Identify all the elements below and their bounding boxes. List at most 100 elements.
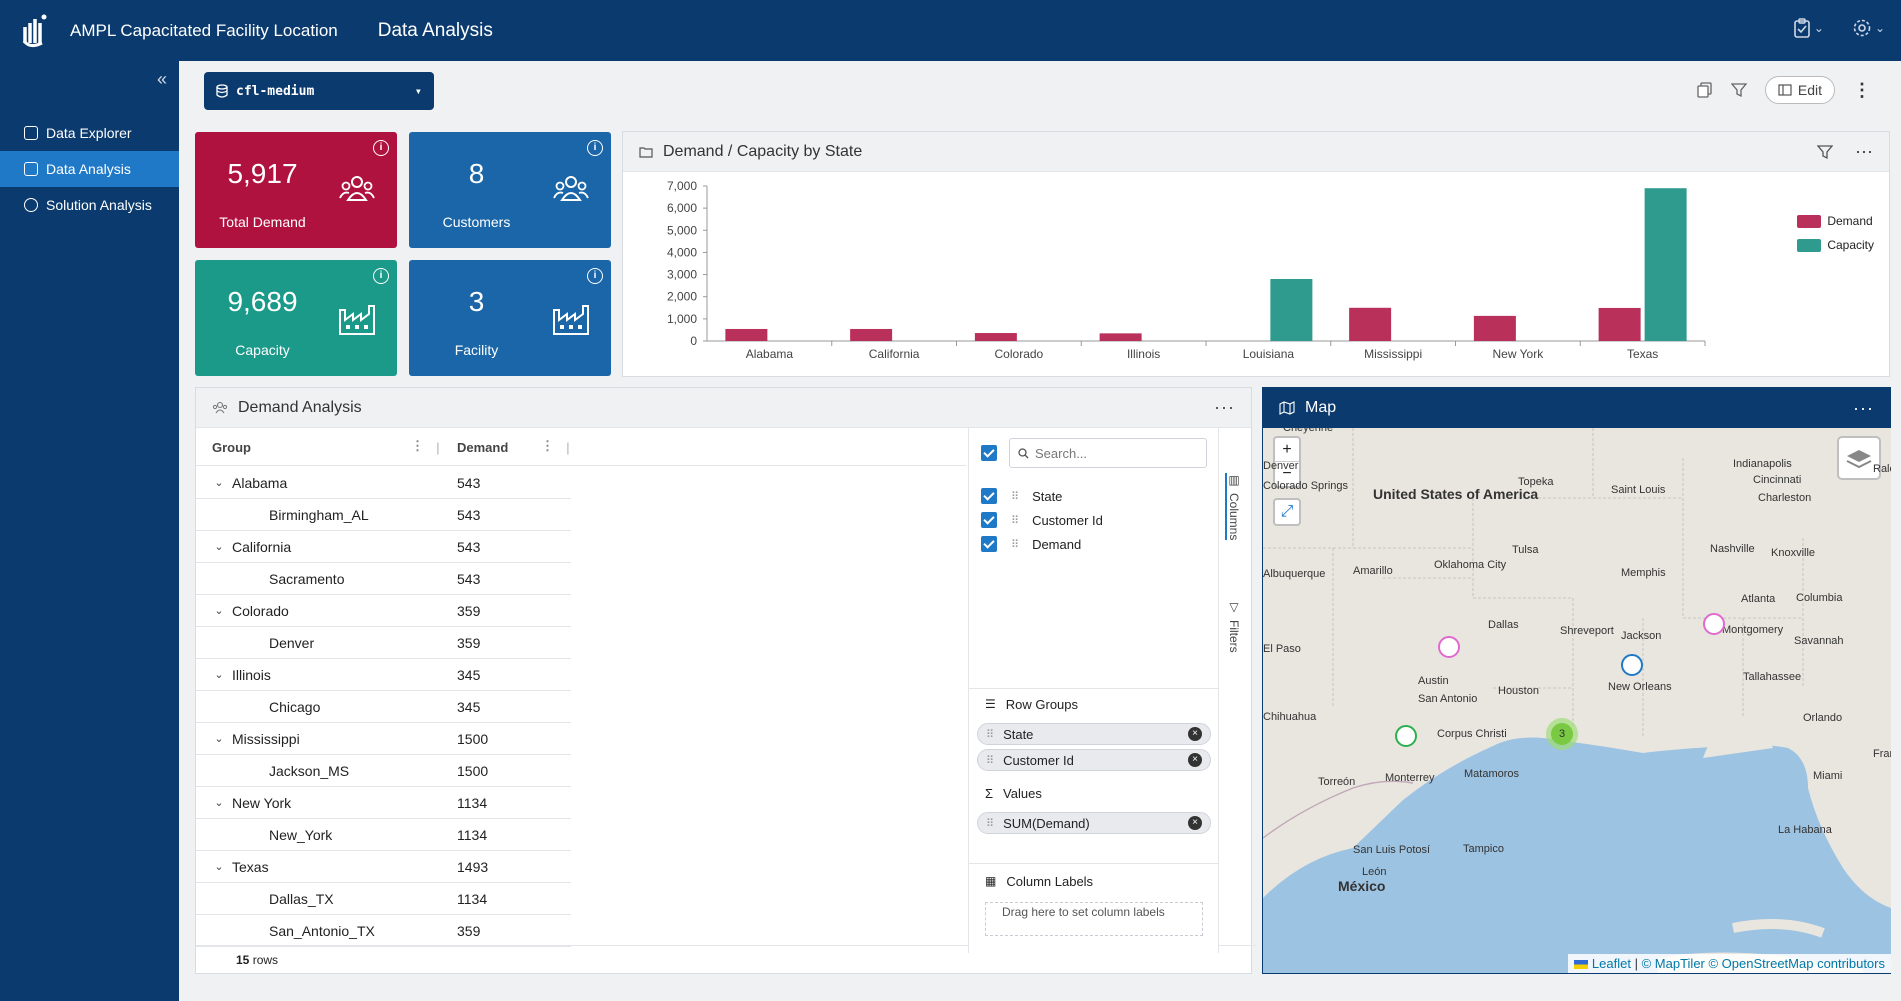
map-canvas[interactable]: + − ⤢ United States of America México Ch… xyxy=(1263,428,1891,973)
sidebar-item-solution-analysis[interactable]: Solution Analysis xyxy=(0,187,179,223)
group-row[interactable]: ⌄ Mississippi 1500 xyxy=(196,723,571,755)
info-icon[interactable]: i xyxy=(587,268,603,284)
table-row[interactable]: New_York 1134 xyxy=(196,819,571,851)
column-item-label: Demand xyxy=(1032,536,1082,552)
tab-columns[interactable]: ▥ Columns xyxy=(1225,473,1241,541)
more-options-icon[interactable]: ··· xyxy=(1855,141,1873,161)
collapse-sidebar-icon[interactable]: « xyxy=(156,69,167,89)
group-row[interactable]: ⌄ Illinois 345 xyxy=(196,659,571,691)
expand-chevron-icon[interactable]: ⌄ xyxy=(214,733,224,745)
edit-button[interactable]: Edit xyxy=(1764,76,1835,104)
factory-icon xyxy=(553,305,589,335)
row-label: New York xyxy=(232,794,292,811)
checkbox-customer-id[interactable] xyxy=(981,512,997,528)
table-row[interactable]: Denver 359 xyxy=(196,627,571,659)
group-row[interactable]: ⌄ California 543 xyxy=(196,531,571,563)
app-title: AMPL Capacitated Facility Location xyxy=(70,20,338,40)
column-menu-icon[interactable]: ⋮ xyxy=(411,438,424,453)
value-pill-sum-demand[interactable]: ⠿ SUM(Demand) × xyxy=(977,812,1211,834)
sigma-icon: Σ xyxy=(985,785,994,801)
bar-capacity-texas xyxy=(1644,188,1687,341)
group-row[interactable]: ⌄ Texas 1493 xyxy=(196,851,571,883)
info-icon[interactable]: i xyxy=(587,140,603,156)
column-item-customer-id[interactable]: ⠿ Customer Id xyxy=(981,512,1103,528)
column-item-state[interactable]: ⠿ State xyxy=(981,488,1062,504)
column-divider[interactable]: | xyxy=(566,440,570,455)
layers-button[interactable] xyxy=(1837,436,1881,480)
info-icon[interactable]: i xyxy=(373,140,389,156)
filter-icon[interactable] xyxy=(1730,82,1747,98)
info-icon[interactable]: i xyxy=(373,268,389,284)
tasks-menu-button[interactable]: ⌄ xyxy=(1793,18,1824,38)
map-city-label: Jackson xyxy=(1621,630,1662,642)
select-all-checkbox[interactable] xyxy=(981,445,997,461)
scenario-select[interactable]: cfl-medium ▾ xyxy=(204,72,434,110)
table-row[interactable]: San_Antonio_TX 359 xyxy=(196,915,571,947)
filter-icon[interactable] xyxy=(1817,144,1834,160)
drag-handle-icon[interactable]: ⠿ xyxy=(986,817,994,830)
group-row[interactable]: ⌄ Colorado 359 xyxy=(196,595,571,627)
facility-marker-san-antonio[interactable] xyxy=(1395,725,1417,747)
checkbox-state[interactable] xyxy=(981,488,997,504)
more-options-icon[interactable]: ··· xyxy=(1214,397,1235,417)
drag-handle-icon[interactable]: ⠿ xyxy=(1011,538,1019,551)
table-row[interactable]: Sacramento 543 xyxy=(196,563,571,595)
row-group-pill-state[interactable]: ⠿ State × xyxy=(977,723,1211,745)
x-tick-label: Mississippi xyxy=(1364,347,1422,361)
fullscreen-button[interactable]: ⤢ xyxy=(1273,498,1301,526)
column-menu-icon[interactable]: ⋮ xyxy=(541,438,554,453)
column-header-demand[interactable]: Demand xyxy=(457,440,509,455)
expand-chevron-icon[interactable]: ⌄ xyxy=(214,605,224,617)
table-row[interactable]: Dallas_TX 1134 xyxy=(196,883,571,915)
settings-menu-button[interactable]: ⌄ xyxy=(1852,18,1885,38)
group-row[interactable]: ⌄ New York 1134 xyxy=(196,787,571,819)
map-city-label: New Orleans xyxy=(1608,681,1672,693)
map-city-label: El Paso xyxy=(1263,643,1301,655)
column-search-input[interactable]: Search... xyxy=(1009,438,1207,468)
customer-marker-jackson[interactable] xyxy=(1621,654,1643,676)
map-panel: Map ··· + − ⤢ United St xyxy=(1262,387,1891,974)
zoom-in-button[interactable]: + xyxy=(1275,438,1299,462)
table-row[interactable]: Chicago 345 xyxy=(196,691,571,723)
map-city-label: Colorado Springs xyxy=(1263,480,1348,492)
zoom-out-button[interactable]: − xyxy=(1282,465,1292,482)
more-options-icon[interactable]: ··· xyxy=(1853,397,1874,418)
expand-chevron-icon[interactable]: ⌄ xyxy=(214,477,224,489)
drag-handle-icon[interactable]: ⠿ xyxy=(1011,514,1019,527)
table-row[interactable]: Jackson_MS 1500 xyxy=(196,755,571,787)
leaflet-link[interactable]: Leaflet xyxy=(1591,956,1631,971)
expand-chevron-icon[interactable]: ⌄ xyxy=(214,669,224,681)
column-item-demand[interactable]: ⠿ Demand xyxy=(981,536,1081,552)
drag-handle-icon[interactable]: ⠿ xyxy=(986,754,994,767)
more-vertical-icon[interactable]: ⋮ xyxy=(1853,79,1871,100)
remove-icon[interactable]: × xyxy=(1188,816,1202,830)
sidebar-item-data-analysis[interactable]: Data Analysis xyxy=(0,151,179,187)
marker-cluster[interactable]: 3 xyxy=(1546,718,1578,750)
drag-handle-icon[interactable]: ⠿ xyxy=(1011,490,1019,503)
expand-chevron-icon[interactable]: ⌄ xyxy=(214,797,224,809)
legend-item-capacity[interactable]: Capacity xyxy=(1797,238,1874,252)
column-labels-section: ▦ Column Labels Drag here to set column l… xyxy=(969,863,1219,942)
remove-icon[interactable]: × xyxy=(1188,727,1202,741)
column-labels-dropzone[interactable]: Drag here to set column labels xyxy=(985,902,1203,936)
customer-marker-atlanta[interactable] xyxy=(1703,613,1725,635)
drag-handle-icon[interactable]: ⠿ xyxy=(986,728,994,741)
ukraine-flag-icon xyxy=(1574,960,1589,970)
column-divider[interactable]: | xyxy=(436,440,440,455)
column-header-group[interactable]: Group xyxy=(212,440,251,455)
sidebar-item-data-explorer[interactable]: Data Explorer xyxy=(0,115,179,151)
copy-icon[interactable] xyxy=(1697,82,1713,98)
map-city-label: Oklahoma City xyxy=(1434,559,1507,571)
customer-marker-dallas[interactable] xyxy=(1438,636,1460,658)
remove-icon[interactable]: × xyxy=(1188,753,1202,767)
tool-panel-tabs: ▥ Columns ▽ Filters xyxy=(1218,428,1252,953)
expand-chevron-icon[interactable]: ⌄ xyxy=(214,541,224,553)
row-group-pill-customer-id[interactable]: ⠿ Customer Id × xyxy=(977,749,1211,771)
group-row[interactable]: ⌄ Alabama 543 xyxy=(196,467,571,499)
checkbox-demand[interactable] xyxy=(981,536,997,552)
column-item-label: State xyxy=(1032,488,1063,504)
table-row[interactable]: Birmingham_AL 543 xyxy=(196,499,571,531)
expand-chevron-icon[interactable]: ⌄ xyxy=(214,861,224,873)
legend-item-demand[interactable]: Demand xyxy=(1797,214,1874,228)
tab-filters[interactable]: ▽ Filters xyxy=(1227,600,1241,653)
